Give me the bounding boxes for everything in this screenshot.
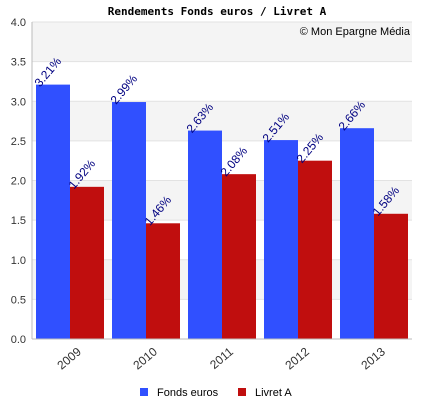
bar-livret-a — [222, 174, 256, 339]
legend-swatch — [238, 388, 246, 396]
y-tick-label: 3.0 — [11, 96, 26, 108]
bar-livret-a — [146, 223, 180, 339]
bar-fonds-euros — [340, 128, 374, 339]
bar-livret-a — [298, 160, 332, 339]
x-tick-label: 2009 — [54, 344, 84, 372]
y-tick-label: 0.5 — [11, 294, 26, 306]
y-tick-label: 0.0 — [11, 334, 26, 346]
bar-fonds-euros — [188, 130, 222, 339]
y-tick-label: 2.0 — [11, 176, 26, 188]
x-tick-labels: 2009 2010 2011 2012 2013 — [54, 344, 388, 372]
bar-livret-a — [70, 186, 104, 339]
y-tick-label: 1.5 — [11, 215, 26, 227]
bar-fonds-euros — [36, 84, 70, 339]
bars — [36, 84, 408, 339]
x-tick-label: 2013 — [358, 344, 388, 372]
bar-livret-a — [374, 213, 408, 339]
legend-label: Livret A — [255, 387, 292, 399]
bar-fonds-euros — [112, 102, 146, 339]
x-tick-label: 2011 — [207, 344, 236, 372]
y-tick-labels: 0.0 0.5 1.0 1.5 2.0 2.5 3.0 3.5 4.0 — [11, 17, 26, 346]
axes — [31, 22, 412, 340]
chart-title: Rendements Fonds euros / Livret A — [108, 5, 327, 18]
legend-label: Fonds euros — [157, 387, 219, 399]
plot-band — [32, 61, 412, 102]
chart-credit: © Mon Epargne Média — [300, 26, 411, 38]
legend-swatch — [140, 388, 148, 396]
x-tick-label: 2010 — [130, 344, 160, 372]
x-tick-label: 2012 — [282, 344, 312, 372]
y-tick-label: 2.5 — [11, 136, 26, 148]
bar-fonds-euros — [264, 140, 298, 339]
y-tick-label: 3.5 — [11, 57, 26, 69]
y-tick-label: 1.0 — [11, 255, 26, 267]
y-tick-label: 4.0 — [11, 17, 26, 29]
legend: Fonds euros Livret A — [140, 387, 292, 399]
plot-band — [32, 22, 412, 62]
